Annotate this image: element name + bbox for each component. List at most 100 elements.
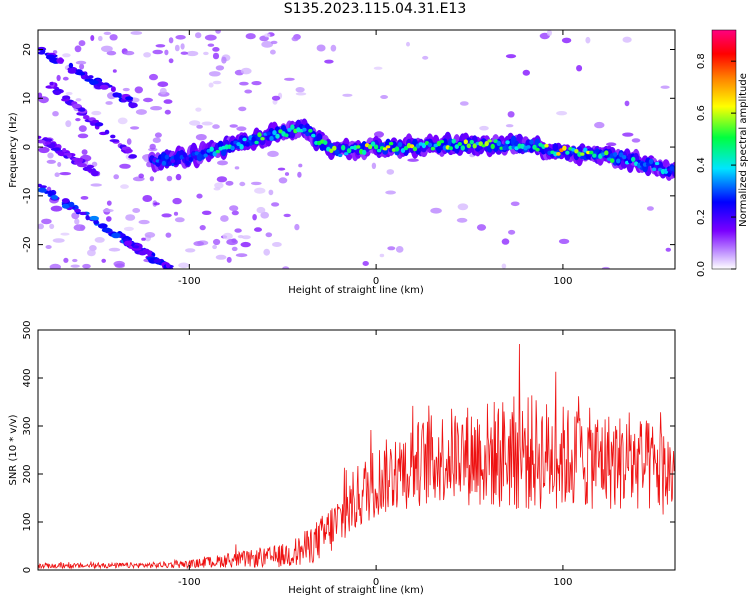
heatmap-ridge-cell: [529, 139, 534, 145]
heatmap-noise-cell: [193, 241, 204, 247]
heatmap-noise-cell: [105, 101, 113, 105]
heatmap-noise-cell: [294, 223, 300, 231]
heatmap-ridge-cell: [170, 159, 176, 164]
heatmap-noise-cell: [165, 232, 172, 238]
heatmap-noise-cell: [168, 37, 174, 44]
heatmap-ridge-cell: [200, 150, 205, 155]
heatmap-streak-cell: [61, 198, 70, 204]
heatmap-streak-cell: [78, 108, 86, 112]
heatmap-noise-cell: [101, 258, 106, 263]
heatmap-streak-cell: [97, 223, 108, 229]
heatmap-streak-cell: [86, 168, 93, 172]
heatmap-ridge-cell: [430, 146, 436, 151]
heatmap-noise-cell: [134, 86, 143, 94]
heatmap-noise-cell: [164, 109, 171, 115]
heatmap-noise-cell: [82, 263, 91, 269]
heatmap-noise-cell: [157, 81, 169, 87]
heatmap-streak-cell: [50, 147, 59, 151]
heatmap-noise-cell: [98, 35, 103, 42]
heatmap-noise-cell: [271, 95, 281, 101]
heatmap-ridge-cell: [403, 146, 409, 151]
heatmap-noise-cell: [295, 87, 305, 93]
heatmap-noise-cell: [94, 237, 105, 243]
heatmap-ridge-cell: [454, 144, 459, 150]
heatmap-noise-cell: [173, 211, 179, 216]
heatmap-noise-cell: [284, 172, 290, 176]
heatmap-noise-cell: [282, 266, 290, 269]
heatmap-streak-cell: [85, 214, 90, 221]
heatmap-ridge-cell: [182, 152, 187, 158]
heatmap-ridge-cell: [284, 133, 289, 138]
heatmap-ridge-cell: [439, 140, 445, 144]
heatmap-noise-cell: [606, 142, 617, 147]
heatmap-noise-cell: [263, 248, 271, 256]
heatmap-noise-cell: [196, 124, 203, 129]
heatmap-streak-cell: [90, 122, 96, 126]
heatmap-ridge-cell: [266, 131, 271, 136]
heatmap-noise-cell: [220, 215, 229, 222]
heatmap-ridge-cell: [164, 154, 170, 160]
heatmap-noise-cell: [72, 258, 78, 263]
heatmap-ridge-cell: [595, 148, 600, 153]
heatmap-ridge-cell: [610, 158, 615, 164]
heatmap-noise-cell: [222, 232, 233, 240]
heatmap-noise-cell: [561, 37, 572, 44]
heatmap-noise-cell: [278, 177, 288, 184]
heatmap-ridge-cell: [239, 144, 244, 150]
heatmap-noise-cell: [234, 166, 240, 170]
heatmap-ridge-cell: [209, 146, 214, 152]
heatmap-streak-cell: [49, 57, 60, 64]
heatmap-noise-cell: [59, 172, 72, 176]
heatmap-ridge-cell: [344, 152, 349, 156]
heatmap-ridge-cell: [161, 160, 167, 166]
heatmap-ridge-cell: [269, 136, 274, 141]
heatmap-noise-cell: [204, 34, 217, 41]
heatmap-noise-cell: [78, 125, 87, 132]
heatmap-noise-cell: [143, 97, 153, 103]
heatmap-ridge-cell: [251, 136, 256, 142]
heatmap-ridge-cell: [329, 148, 334, 153]
heatmap-noise-cell: [114, 263, 125, 269]
heatmap-noise-cell: [87, 249, 96, 257]
colorbar-tick-label: 0.8: [696, 53, 707, 69]
heatmap-noise-cell: [74, 45, 82, 53]
heatmap-noise-cell: [601, 266, 610, 269]
heatmap-noise-cell: [102, 208, 114, 213]
heatmap-ridge-cell: [622, 155, 627, 160]
heatmap-ridge-cell: [275, 133, 280, 139]
heatmap-noise-cell: [229, 205, 239, 212]
heatmap-streak-cell: [71, 103, 82, 109]
spectrogram-frame: [37, 29, 676, 270]
heatmap-noise-cell: [212, 47, 220, 52]
heatmap-noise-cell: [112, 69, 117, 73]
heatmap-streak-cell: [44, 141, 51, 145]
heatmap-noise-cell: [254, 187, 266, 194]
heatmap-noise-cell: [63, 257, 69, 263]
heatmap-noise-cell: [45, 245, 52, 249]
heatmap-ridge-cell: [260, 137, 265, 141]
heatmap-noise-cell: [80, 196, 89, 200]
heatmap-noise-cell: [234, 228, 242, 233]
heatmap-ridge-cell: [631, 156, 636, 162]
heatmap-noise-cell: [217, 160, 228, 166]
heatmap-noise-cell: [505, 54, 517, 59]
heatmap-streak-cell: [128, 102, 138, 108]
heatmap-ridge-cell: [311, 133, 316, 138]
heatmap-streak-cell: [61, 203, 70, 209]
heatmap-noise-cell: [73, 224, 86, 232]
heatmap-ridge-cell: [427, 142, 433, 148]
heatmap-streak-cell: [68, 62, 74, 69]
heatmap-noise-cell: [226, 256, 232, 263]
heatmap-ridge-cell: [272, 130, 277, 136]
heatmap-noise-cell: [52, 111, 59, 117]
heatmap-noise-cell: [665, 247, 671, 252]
heatmap-noise-cell: [241, 235, 251, 240]
spectrogram-xtick-label: 100: [553, 276, 572, 287]
heatmap-noise-cell: [239, 181, 246, 187]
heatmap-noise-cell: [208, 82, 214, 88]
heatmap-noise-cell: [380, 95, 388, 99]
heatmap-noise-cell: [141, 237, 146, 241]
heatmap-noise-cell: [215, 65, 225, 71]
spectrogram-ytick-label: 0: [22, 144, 33, 150]
